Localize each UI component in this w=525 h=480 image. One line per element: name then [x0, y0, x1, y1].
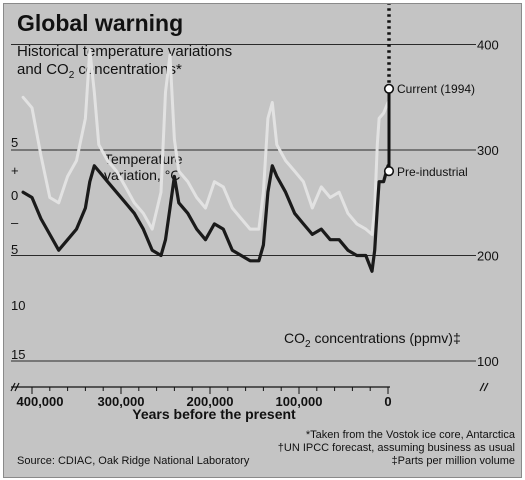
pre-industrial-marker	[383, 166, 395, 177]
axis-break-mark-right	[479, 382, 489, 392]
left-tick-label: 0	[11, 188, 18, 203]
footnote-1: *Taken from the Vostok ice core, Antarct…	[306, 429, 516, 441]
pre-industrial-label: Pre-industrial	[397, 165, 468, 179]
temperature-series-line	[21, 48, 390, 236]
co2-series-label: CO2 concentrations (ppmv)‡	[284, 330, 461, 350]
left-tick-label: 5	[11, 135, 18, 150]
footnote-3: ‡Parts per million volume	[392, 455, 516, 467]
source-note: Source: CDIAC, Oak Ridge National Labora…	[17, 455, 250, 467]
temperature-axis-label-line1: Temperature	[104, 151, 183, 167]
left-tick-label: 5	[11, 242, 18, 257]
chart-svg: Global warning Historical temperature va…	[10, 4, 516, 467]
x-tick-label: 400,000	[17, 394, 64, 409]
right-tick-label: 400	[477, 38, 499, 53]
left-tick-label: 15	[11, 347, 25, 362]
chart-subtitle-line2: and CO2 concentrations*	[17, 61, 182, 81]
x-axis-label: Years before the present	[132, 406, 296, 422]
co2-series-line	[21, 164, 390, 273]
chart-title: Global warning	[17, 10, 183, 36]
x-axis: 400,000 300,000 200,000 100,000 0	[10, 382, 489, 409]
chart-frame: Global warning Historical temperature va…	[3, 3, 522, 478]
series-layer	[21, 48, 390, 273]
current-1994-marker	[383, 83, 395, 94]
right-tick-label: 100	[477, 354, 499, 369]
current-1994-label: Current (1994)	[397, 82, 475, 96]
x-tick-label: 200,000	[187, 394, 234, 409]
left-tick-label: 10	[11, 298, 25, 313]
right-axis: 700600500400300200100	[477, 38, 499, 370]
x-tick-label: 100,000	[276, 394, 323, 409]
left-tick-label: –	[11, 215, 19, 230]
left-tick-label: +	[11, 163, 19, 178]
x-tick-label: 0	[384, 394, 391, 409]
x-tick-label: 300,000	[98, 394, 145, 409]
axis-break-mark-left	[10, 382, 20, 392]
chart-subtitle-line1: Historical temperature variations	[17, 43, 232, 60]
right-tick-label: 300	[477, 143, 499, 158]
right-tick-label: 200	[477, 249, 499, 264]
left-axis: 5 +0 – 5 10 15	[11, 135, 25, 362]
footnote-2: †UN IPCC forecast, assuming business as …	[278, 442, 515, 454]
